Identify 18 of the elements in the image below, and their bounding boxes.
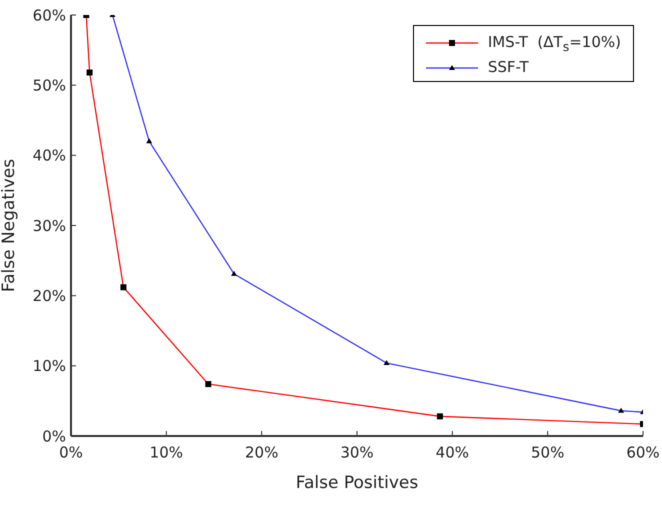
y-tick-label: 30%: [32, 216, 66, 235]
y-axis-title: False Negatives: [0, 158, 20, 292]
x-tick-label: 40%: [436, 444, 470, 462]
y-tick-label: 60%: [32, 6, 66, 24]
y-tick-label: 50%: [32, 76, 66, 94]
x-tick-label: 60%: [626, 444, 660, 462]
x-tick-label: 0%: [59, 444, 83, 462]
y-tick-label: 20%: [32, 286, 66, 305]
y-tick-label: 10%: [32, 357, 66, 376]
y-tick-label: 40%: [32, 146, 66, 165]
x-axis-title: False Positives: [296, 473, 418, 493]
x-tick-label: 30%: [340, 444, 374, 462]
x-tick-label: 20%: [244, 444, 278, 462]
legend-label: IMS-T (ΔT$_{s}$=10%): [488, 33, 621, 54]
y-tick-label: 0%: [42, 427, 66, 446]
x-tick-label: 50%: [530, 444, 564, 462]
legend-label: SSF-T: [488, 58, 529, 76]
x-tick-label: 10%: [150, 444, 184, 462]
